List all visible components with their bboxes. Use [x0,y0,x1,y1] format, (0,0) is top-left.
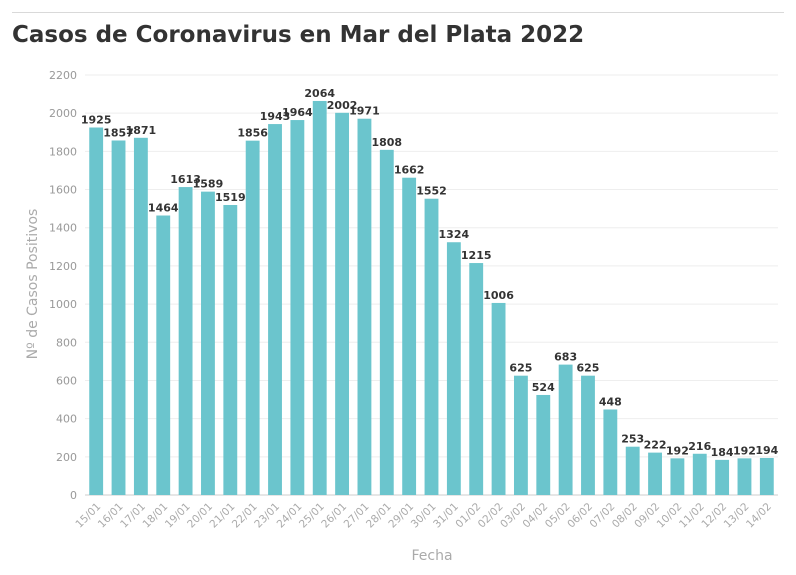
x-axis-title: Fecha [411,548,452,564]
y-axis-title: Nº de Casos Positivos [25,209,41,360]
y-tick-label: 600 [56,374,77,387]
data-label: 1871 [126,124,157,137]
bar-02/02 [491,302,506,495]
y-tick-label: 2200 [49,69,77,82]
data-label: 253 [621,433,644,446]
data-label: 1324 [439,228,470,241]
bar-22/01 [245,140,260,495]
bar-15/01 [89,127,104,495]
x-axis-ticks: 15/0116/0117/0118/0119/0120/0121/0122/01… [73,501,774,531]
data-label: 1589 [193,178,224,191]
bar-07/02 [603,409,618,495]
data-label: 1943 [260,110,291,123]
bar-01/02 [469,263,484,495]
data-label: 2002 [327,99,358,112]
bar-18/01 [156,215,171,495]
y-tick-label: 0 [70,489,77,502]
data-label: 194 [755,444,778,457]
y-tick-label: 1600 [49,184,77,197]
data-label: 1006 [483,289,514,302]
data-label: 184 [711,446,734,459]
data-label: 1971 [349,105,380,118]
data-label: 192 [666,444,689,457]
bars [89,100,774,496]
y-tick-label: 1800 [49,145,77,158]
bar-14/02 [759,457,774,495]
bar-23/01 [268,124,282,496]
data-label: 1925 [81,114,112,127]
y-axis-ticks: 0 200 400 600 800 1000 1200 1400 1600 1800 2000 220… [49,69,77,502]
bar-29/01 [402,177,417,495]
data-label: 1215 [461,249,492,262]
bar-20/01 [201,191,215,496]
data-label: 524 [532,381,555,394]
bar-31/01 [446,242,461,495]
bar-09/02 [648,452,662,495]
data-label: 192 [733,444,756,457]
bar-25/01 [312,100,327,496]
data-label: 216 [688,440,711,453]
bar-13/02 [737,458,752,495]
data-label: 1519 [215,191,246,204]
y-tick-label: 400 [56,413,77,426]
bar-04/02 [536,394,551,495]
data-label: 1856 [237,127,268,140]
bar-03/02 [513,375,528,495]
bar-10/02 [670,458,685,495]
y-tick-label: 1400 [49,222,77,235]
data-label: 1552 [416,185,447,198]
data-label: 625 [576,362,599,375]
y-tick-label: 2000 [49,107,77,120]
bar-28/01 [379,149,394,495]
bar-26/01 [335,112,350,496]
bar-05/02 [558,364,573,495]
bar-12/02 [715,459,730,495]
data-label: 1857 [103,126,134,139]
bar-17/01 [133,137,148,496]
x-tick-label: 14/02 [744,501,774,531]
chart-title: Casos de Coronavirus en Mar del Plata 20… [12,22,585,48]
data-label: 2064 [304,87,335,100]
data-label: 683 [554,351,577,364]
bar-11/02 [692,453,707,495]
data-label: 1964 [282,106,313,119]
data-label: 1662 [394,164,425,177]
bar-08/02 [625,446,640,495]
data-label: 625 [509,362,532,375]
y-tick-label: 200 [56,451,77,464]
y-tick-label: 1200 [49,260,77,273]
bar-27/01 [357,118,372,495]
grid-lines [85,74,778,496]
bar-16/01 [111,140,126,495]
y-tick-label: 1000 [49,298,77,311]
data-label: 1613 [170,173,201,186]
bar-24/01 [290,120,305,496]
y-tick-label: 800 [56,336,77,349]
bar-30/01 [424,198,439,495]
data-label: 1808 [371,136,402,149]
top-rule [12,12,784,13]
data-label: 448 [599,395,622,408]
data-label: 1464 [148,202,179,215]
bar-19/01 [178,187,193,495]
data-label: 222 [644,439,667,452]
bar-06/02 [581,375,595,495]
bar-21/01 [223,205,238,495]
